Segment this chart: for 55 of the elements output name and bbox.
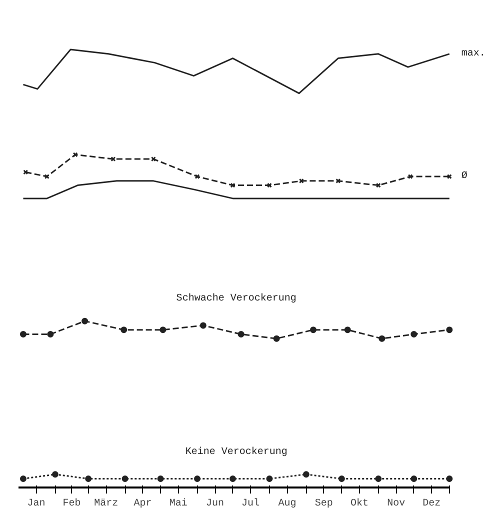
point	[20, 330, 26, 338]
point	[230, 475, 236, 482]
point	[376, 182, 381, 188]
point	[446, 174, 452, 180]
x-tick-label: Okt	[350, 498, 368, 510]
x-tick-label: März	[94, 498, 118, 510]
point	[266, 475, 273, 482]
point	[410, 330, 418, 338]
series-label: max.	[461, 48, 486, 60]
point	[446, 326, 453, 334]
point	[375, 475, 382, 482]
point	[194, 475, 201, 482]
point	[157, 475, 164, 482]
point	[310, 326, 317, 334]
x-tick-label: Mai	[169, 498, 188, 510]
point	[410, 475, 418, 482]
x-tick-label: Feb	[62, 498, 81, 510]
series-label: Keine Verockerung	[185, 446, 288, 458]
point	[20, 475, 26, 482]
x-tick-label: Jun	[206, 498, 224, 510]
point	[200, 322, 206, 329]
x-tick-label: Apr	[134, 498, 152, 510]
x-tick-label: Aug	[278, 498, 296, 510]
point	[446, 475, 453, 482]
x-tick-label: Sep	[314, 498, 333, 510]
point	[52, 471, 58, 478]
point	[336, 178, 341, 184]
x-tick-label: Jul	[242, 498, 260, 510]
x-tick-label: Nov	[387, 498, 406, 510]
point	[266, 182, 272, 188]
point	[110, 156, 116, 162]
point	[160, 326, 166, 334]
point	[298, 178, 304, 184]
point	[302, 471, 310, 478]
point	[150, 156, 156, 162]
point	[408, 174, 413, 180]
point	[23, 170, 28, 175]
point	[85, 475, 92, 482]
point	[120, 326, 128, 334]
point	[44, 174, 50, 180]
point	[230, 182, 236, 188]
point	[47, 330, 54, 338]
point	[122, 475, 128, 482]
point	[344, 326, 351, 334]
point	[338, 475, 345, 482]
point	[273, 335, 280, 342]
x-tick-label: Jan	[27, 498, 46, 510]
point	[238, 330, 244, 338]
point	[82, 318, 88, 324]
series-label: Ø	[461, 171, 468, 182]
text: Schwache Verockerung	[176, 292, 296, 305]
point	[378, 335, 386, 342]
point	[72, 152, 78, 158]
x-tick-label: Dez	[422, 498, 441, 510]
point	[194, 174, 200, 180]
